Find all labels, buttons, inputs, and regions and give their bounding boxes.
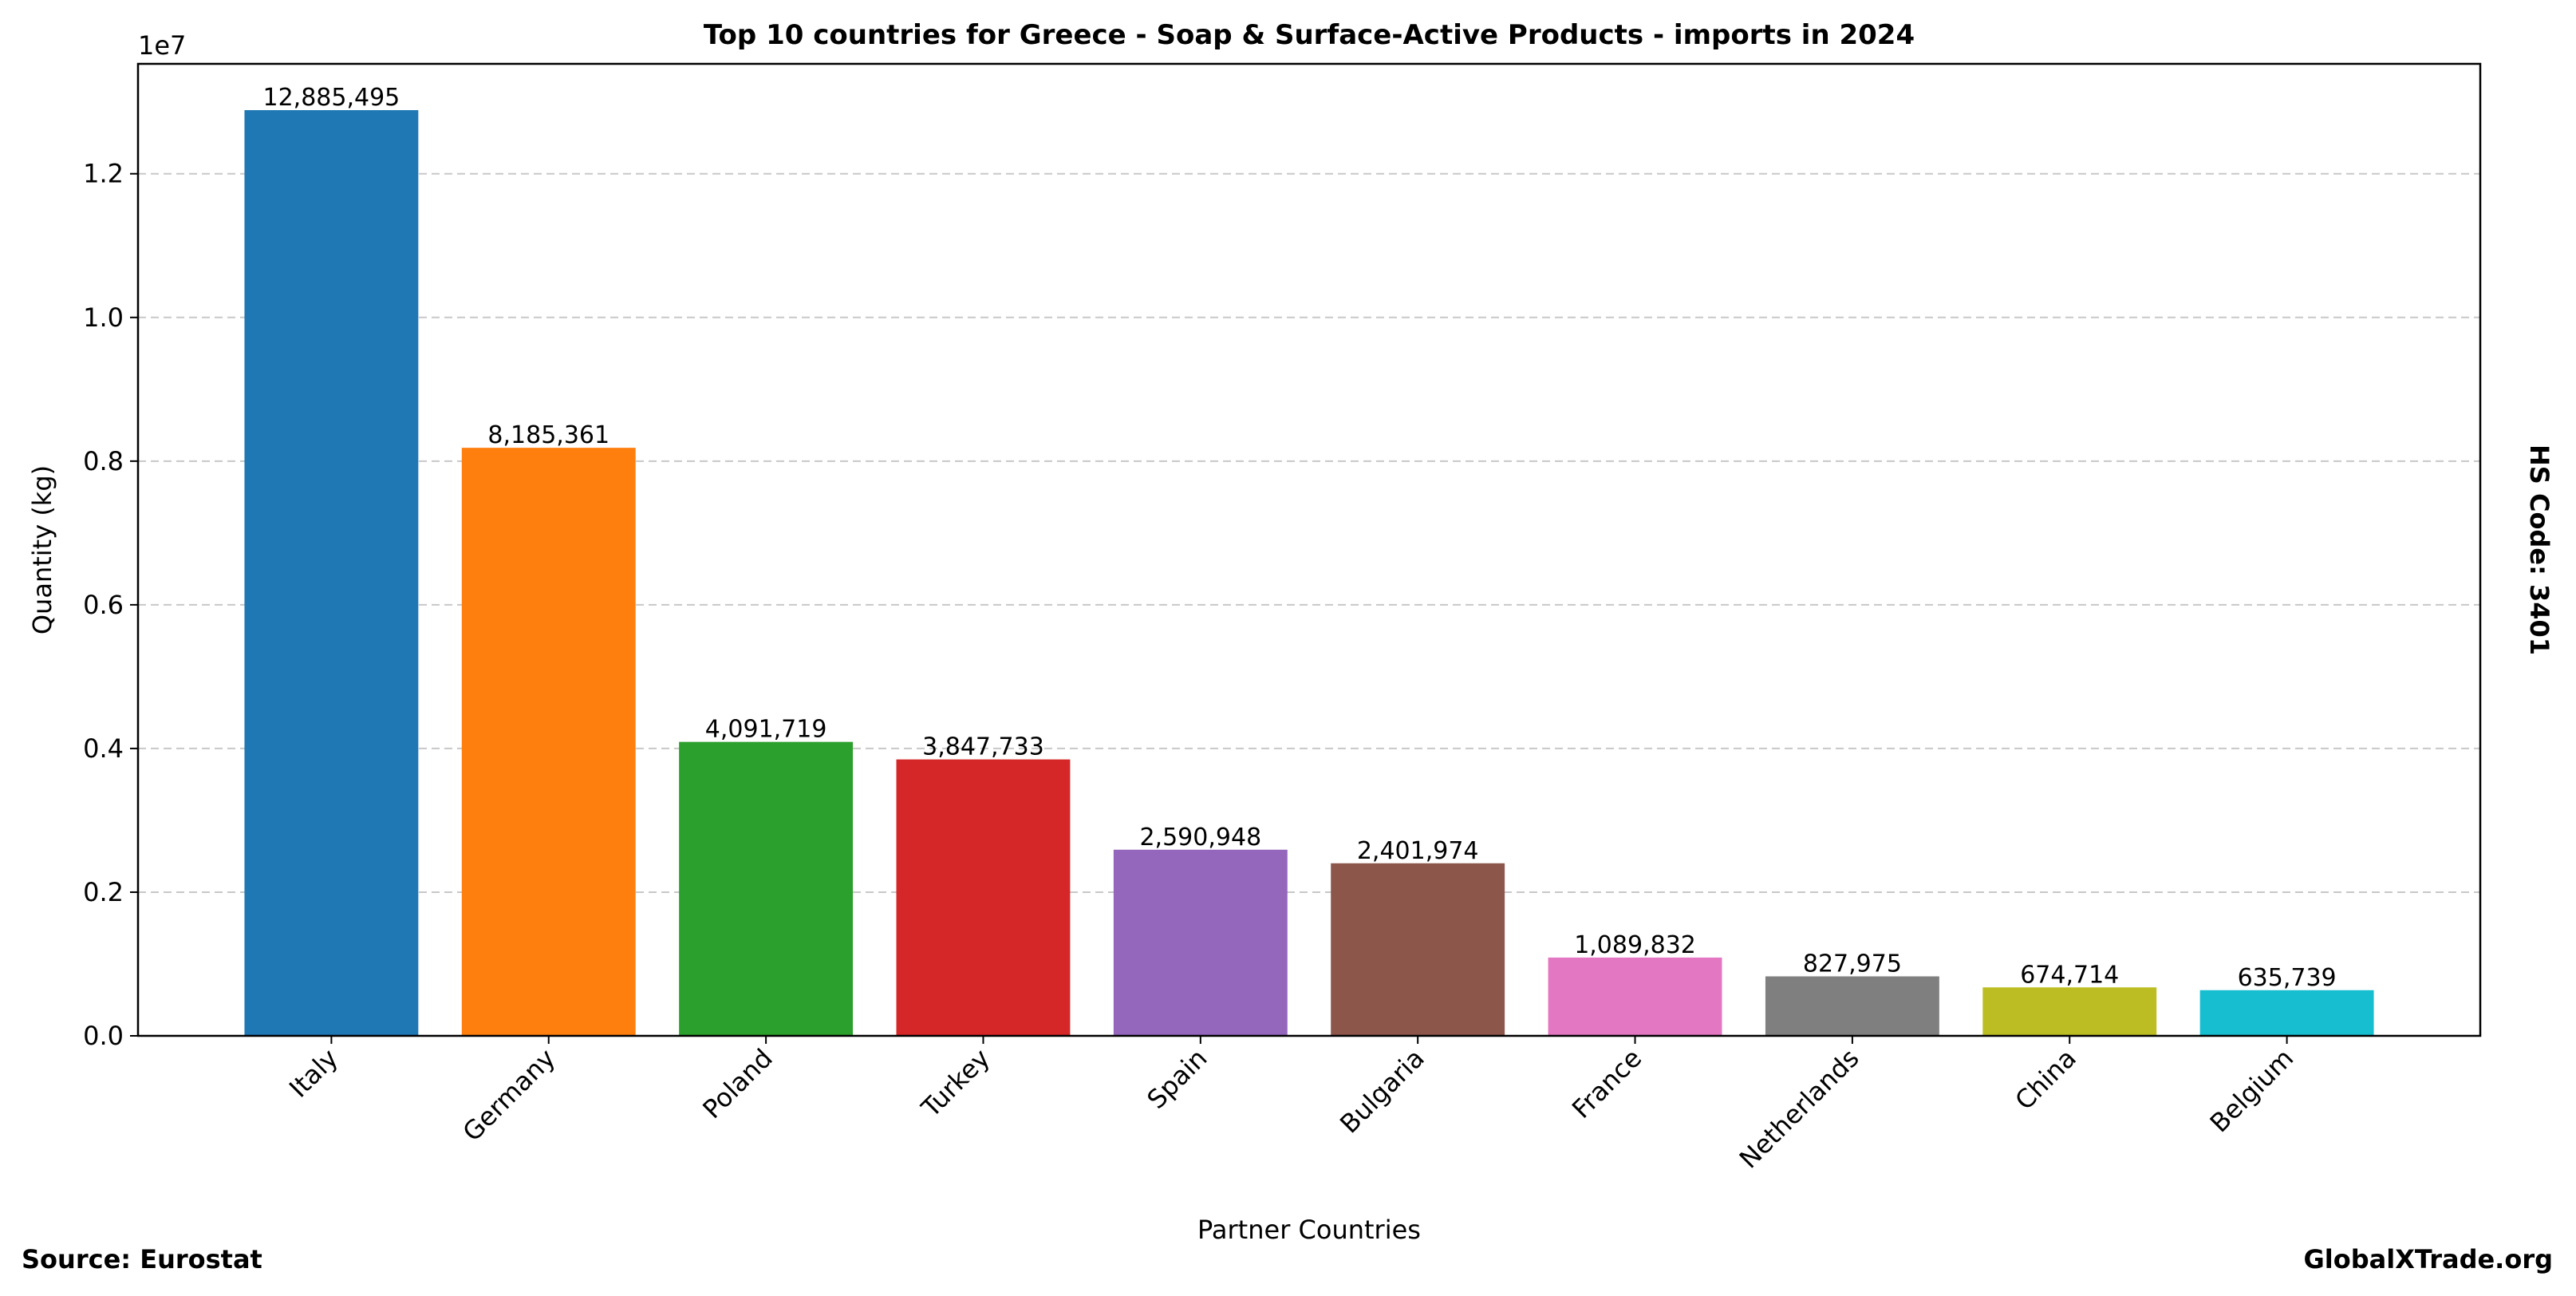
x-tick-label: Italy xyxy=(283,1043,344,1104)
y-tick-label: 1.2 xyxy=(83,159,124,189)
x-tick-label: China xyxy=(2009,1043,2082,1116)
y-axis-label: Quantity (kg) xyxy=(27,465,57,634)
value-label: 674,714 xyxy=(2020,961,2119,989)
value-label: 3,847,733 xyxy=(922,733,1044,761)
y-axis: 0.0 0.2 0.4 0.6 0.8 1.0 1.2 xyxy=(83,159,138,1051)
bar-poland xyxy=(679,741,854,1036)
hs-code-label: HS Code: 3401 xyxy=(2524,445,2554,655)
bar-france xyxy=(1548,957,1722,1036)
bar-turkey xyxy=(896,759,1071,1036)
x-tick-label: Netherlands xyxy=(1734,1043,1865,1175)
bar-netherlands xyxy=(1765,976,1939,1036)
bars: 12,885,495 8,185,361 4,091,719 3,847,733 2,5… xyxy=(244,84,2374,1036)
bar-italy xyxy=(244,110,419,1036)
value-label: 635,739 xyxy=(2238,964,2337,992)
value-label: 8,185,361 xyxy=(487,421,609,449)
x-tick-label: France xyxy=(1566,1043,1647,1124)
chart-title: Top 10 countries for Greece - Soap & Sur… xyxy=(704,19,1915,51)
bar-spain xyxy=(1113,849,1288,1036)
y-tick-label: 0.6 xyxy=(83,590,124,620)
x-tick-label: Bulgaria xyxy=(1334,1043,1430,1140)
x-tick-label: Germany xyxy=(457,1043,562,1148)
value-label: 2,401,974 xyxy=(1357,837,1479,865)
x-tick-label: Turkey xyxy=(915,1043,996,1124)
x-tick-label: Poland xyxy=(696,1043,778,1124)
x-axis-label: Partner Countries xyxy=(1197,1215,1421,1245)
y-tick-label: 1.0 xyxy=(83,302,124,333)
bar-bulgaria xyxy=(1331,863,1505,1036)
value-label: 827,975 xyxy=(1803,950,1902,978)
bar-belgium xyxy=(2199,990,2374,1036)
value-label: 1,089,832 xyxy=(1574,931,1696,959)
value-label: 12,885,495 xyxy=(263,84,400,112)
x-tick-label: Spain xyxy=(1141,1043,1213,1115)
value-label: 2,590,948 xyxy=(1139,824,1261,851)
site-credit: GlobalXTrade.org xyxy=(2304,1244,2553,1274)
y-tick-label: 0.0 xyxy=(83,1021,124,1051)
x-axis: Italy Germany Poland Turkey Spain Bulgaria Fra… xyxy=(283,1036,2299,1175)
y-offset-label: 1e7 xyxy=(138,30,186,61)
source-note: Source: Eurostat xyxy=(22,1244,262,1274)
bar-germany xyxy=(461,448,636,1036)
x-tick-label: Belgium xyxy=(2204,1043,2300,1139)
y-tick-label: 0.2 xyxy=(83,877,124,907)
bar-china xyxy=(1982,987,2157,1036)
y-tick-label: 0.4 xyxy=(83,733,124,764)
y-tick-label: 0.8 xyxy=(83,446,124,476)
value-label: 4,091,719 xyxy=(705,716,827,744)
plot-frame xyxy=(136,62,2482,1037)
